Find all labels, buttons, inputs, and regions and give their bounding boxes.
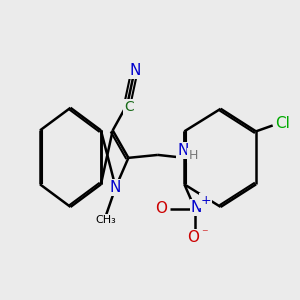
Text: H: H (188, 149, 198, 162)
Text: N: N (177, 143, 189, 158)
Text: ⁻: ⁻ (201, 227, 208, 240)
Text: N: N (191, 200, 202, 215)
Text: CH₃: CH₃ (95, 215, 116, 225)
Text: O: O (187, 230, 199, 245)
Text: Cl: Cl (276, 116, 290, 131)
Text: N: N (129, 63, 140, 78)
Text: C: C (124, 100, 134, 114)
Text: +: + (200, 194, 211, 207)
Text: N: N (110, 180, 121, 195)
Text: O: O (155, 201, 167, 216)
